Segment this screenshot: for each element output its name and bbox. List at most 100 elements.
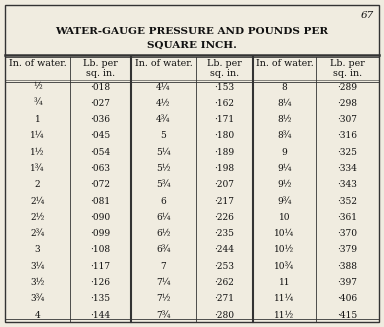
- Text: 3¾: 3¾: [30, 294, 45, 303]
- Text: 1½: 1½: [30, 148, 45, 157]
- Text: ·090: ·090: [91, 213, 111, 222]
- Text: 4¾: 4¾: [156, 115, 171, 124]
- Text: ·072: ·072: [91, 180, 111, 189]
- Text: ·162: ·162: [215, 99, 235, 108]
- Text: Lb. per: Lb. per: [330, 60, 365, 68]
- Text: ·361: ·361: [338, 213, 358, 222]
- Text: ·018: ·018: [91, 82, 111, 92]
- Text: ·343: ·343: [338, 180, 358, 189]
- Text: ·334: ·334: [338, 164, 358, 173]
- Text: ·198: ·198: [214, 164, 235, 173]
- Text: ·226: ·226: [215, 213, 235, 222]
- Text: 4¼: 4¼: [156, 82, 171, 92]
- Text: In. of water.: In. of water.: [8, 60, 66, 68]
- Text: 1¼: 1¼: [30, 131, 45, 140]
- Text: ·370: ·370: [338, 229, 358, 238]
- Text: ·235: ·235: [215, 229, 235, 238]
- Text: 8¾: 8¾: [277, 131, 292, 140]
- Text: ¾: ¾: [33, 99, 42, 108]
- Text: 10½: 10½: [275, 245, 295, 254]
- Text: 6¾: 6¾: [156, 245, 171, 254]
- Text: ·262: ·262: [215, 278, 235, 287]
- Text: 2½: 2½: [30, 213, 45, 222]
- Text: 10¼: 10¼: [275, 229, 295, 238]
- Text: ·289: ·289: [338, 82, 358, 92]
- Text: 3½: 3½: [30, 278, 45, 287]
- Text: 6¼: 6¼: [156, 213, 171, 222]
- Text: In. of water.: In. of water.: [256, 60, 313, 68]
- Text: 2¼: 2¼: [30, 197, 45, 205]
- Text: 10: 10: [279, 213, 290, 222]
- Text: ·036: ·036: [91, 115, 111, 124]
- Text: ·244: ·244: [215, 245, 235, 254]
- Text: ·406: ·406: [338, 294, 358, 303]
- Text: In. of water.: In. of water.: [135, 60, 192, 68]
- Text: ·397: ·397: [338, 278, 358, 287]
- Text: WATER-GAUGE PRESSURE AND POUNDS PER: WATER-GAUGE PRESSURE AND POUNDS PER: [55, 27, 329, 37]
- Text: 9: 9: [281, 148, 287, 157]
- Text: ·388: ·388: [338, 262, 358, 271]
- Text: 9¾: 9¾: [277, 197, 292, 205]
- Text: ·415: ·415: [338, 311, 358, 319]
- Text: ·045: ·045: [90, 131, 111, 140]
- Text: ·189: ·189: [214, 148, 235, 157]
- Text: 7¾: 7¾: [156, 311, 171, 319]
- Text: 10¾: 10¾: [275, 262, 295, 271]
- Text: 7½: 7½: [156, 294, 171, 303]
- Text: 8: 8: [281, 82, 287, 92]
- Text: 11: 11: [279, 278, 290, 287]
- Text: 4: 4: [35, 311, 40, 319]
- Text: ·271: ·271: [215, 294, 235, 303]
- Text: 11¼: 11¼: [275, 294, 295, 303]
- Text: ·253: ·253: [215, 262, 235, 271]
- Text: sq. in.: sq. in.: [86, 68, 115, 77]
- Text: ·153: ·153: [214, 82, 235, 92]
- Text: ·027: ·027: [91, 99, 111, 108]
- Text: 7: 7: [161, 262, 166, 271]
- Text: ½: ½: [33, 82, 42, 92]
- Text: ·099: ·099: [91, 229, 111, 238]
- Text: 7¼: 7¼: [156, 278, 171, 287]
- Text: ·298: ·298: [338, 99, 358, 108]
- Text: 5: 5: [161, 131, 166, 140]
- Text: ·117: ·117: [91, 262, 111, 271]
- Text: ·108: ·108: [91, 245, 111, 254]
- Text: 8¼: 8¼: [277, 99, 292, 108]
- Text: Lb. per: Lb. per: [207, 60, 242, 68]
- Text: ·316: ·316: [338, 131, 358, 140]
- Text: 67: 67: [361, 11, 374, 20]
- Text: 3: 3: [35, 245, 40, 254]
- Text: ·171: ·171: [214, 115, 235, 124]
- Text: 1: 1: [35, 115, 40, 124]
- Text: ·135: ·135: [91, 294, 111, 303]
- Text: 2¾: 2¾: [30, 229, 45, 238]
- Text: 8½: 8½: [277, 115, 292, 124]
- Text: 1¾: 1¾: [30, 164, 45, 173]
- Text: ·352: ·352: [338, 197, 358, 205]
- Text: ·217: ·217: [215, 197, 235, 205]
- Text: 9¼: 9¼: [277, 164, 292, 173]
- Text: 6: 6: [161, 197, 166, 205]
- Text: 11½: 11½: [275, 311, 295, 319]
- Text: 5¼: 5¼: [156, 148, 171, 157]
- Text: 5¾: 5¾: [156, 180, 171, 189]
- Text: ·081: ·081: [91, 197, 111, 205]
- Text: ·063: ·063: [91, 164, 111, 173]
- Text: sq. in.: sq. in.: [333, 68, 362, 77]
- Text: 2: 2: [35, 180, 40, 189]
- Text: SQUARE INCH.: SQUARE INCH.: [147, 41, 237, 49]
- Text: 6½: 6½: [156, 229, 171, 238]
- Text: sq. in.: sq. in.: [210, 68, 239, 77]
- Text: ·126: ·126: [91, 278, 111, 287]
- Text: Lb. per: Lb. per: [83, 60, 118, 68]
- Text: ·325: ·325: [338, 148, 358, 157]
- Text: 9½: 9½: [277, 180, 292, 189]
- Text: ·280: ·280: [215, 311, 235, 319]
- Text: 3¼: 3¼: [30, 262, 45, 271]
- Text: 5½: 5½: [156, 164, 171, 173]
- Text: ·180: ·180: [214, 131, 235, 140]
- Text: 4½: 4½: [156, 99, 171, 108]
- Text: ·054: ·054: [90, 148, 111, 157]
- Text: ·207: ·207: [215, 180, 235, 189]
- Text: ·379: ·379: [338, 245, 358, 254]
